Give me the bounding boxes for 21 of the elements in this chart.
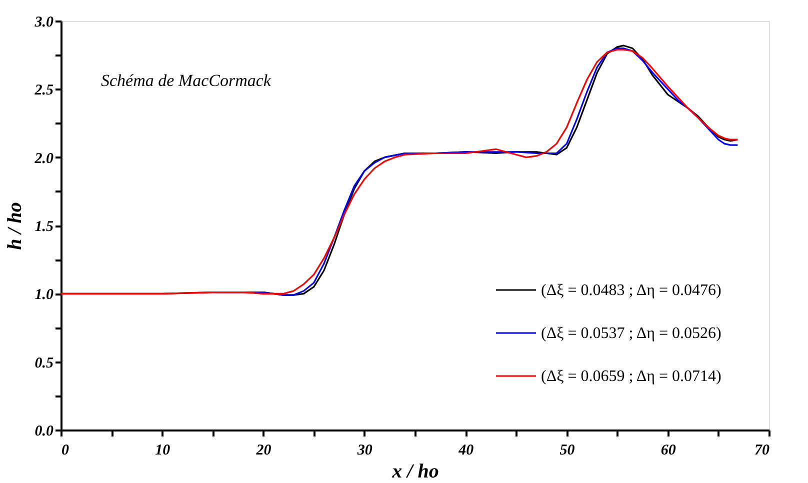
x-tick-label: 50 — [560, 442, 576, 458]
x-axis-title: x / ho — [391, 460, 439, 482]
y-tick-label: 1.5 — [34, 219, 54, 235]
x-tick-label: 20 — [255, 442, 272, 458]
x-tick-label: 60 — [660, 442, 676, 458]
y-tick-label: 1.0 — [34, 287, 54, 304]
y-tick-label: 2.0 — [34, 150, 54, 167]
x-tick-label: 10 — [155, 442, 171, 458]
y-tick-label: 3.0 — [34, 14, 54, 30]
annotation: Schéma de MacCormack — [101, 71, 272, 90]
x-tick-label: 70 — [754, 442, 770, 458]
x-tick-label: 40 — [458, 442, 474, 458]
legend-label: (Δξ = 0.0537 ; Δη = 0.0526) — [541, 325, 722, 342]
y-tick-label: 0.5 — [34, 355, 54, 372]
legend-label: (Δξ = 0.0483 ; Δη = 0.0476) — [541, 282, 722, 299]
x-tick-label: 30 — [356, 442, 373, 458]
x-tick-label: 0 — [62, 442, 70, 458]
y-tick-label: 0.0 — [34, 424, 54, 440]
legend-label: (Δξ = 0.0659 ; Δη = 0.0714) — [541, 368, 722, 385]
y-tick-label: 2.5 — [34, 82, 54, 99]
y-axis-title: h / ho — [4, 202, 26, 250]
